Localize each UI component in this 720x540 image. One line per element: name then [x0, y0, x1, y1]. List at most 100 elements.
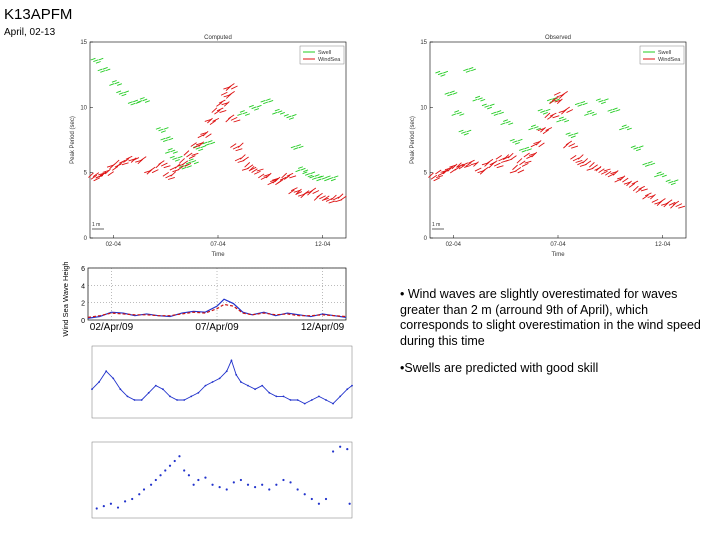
windsea-mark [482, 166, 489, 172]
windsea-mark [512, 164, 518, 171]
swell-mark [195, 147, 201, 150]
windsea-mark [553, 91, 561, 96]
swell-mark [444, 92, 450, 95]
wind-speed-point [235, 373, 238, 376]
y-tick-label: 5 [424, 171, 428, 177]
windsea-mark [561, 90, 568, 96]
windsea-mark [468, 159, 475, 164]
swell-mark [526, 148, 532, 151]
swell-mark [298, 166, 304, 169]
windsea-mark [186, 152, 193, 158]
swell-mark [139, 97, 145, 100]
swell-mark [163, 127, 169, 130]
windsea-mark [521, 162, 529, 167]
swell-mark [466, 129, 472, 133]
swell-mark [665, 179, 671, 182]
windsea-mark [197, 134, 205, 139]
swell-mark [607, 109, 613, 112]
windsea-mark [237, 142, 244, 148]
swell-mark [546, 98, 552, 102]
swell-mark [493, 113, 499, 116]
swell-mark [98, 57, 104, 61]
windsea-mark [209, 120, 217, 125]
swell-mark [568, 133, 574, 137]
swell-mark [186, 161, 192, 165]
swell-mark [114, 81, 120, 85]
swell-mark [630, 145, 636, 148]
windsea-mark [650, 193, 656, 200]
windsea-mark [545, 127, 553, 131]
swell-mark [589, 111, 595, 115]
windsea-mark [428, 172, 434, 178]
swell-mark [458, 129, 464, 133]
windsea-mark [563, 106, 570, 112]
swell-mark [118, 92, 124, 95]
swell-mark [293, 147, 299, 150]
windsea-mark [288, 189, 295, 195]
windsea-mark [566, 109, 574, 113]
swell-mark [333, 175, 339, 179]
wind-speed-point [218, 377, 221, 380]
wind-speed-svg [91, 345, 353, 419]
x-tick-label: 07-04 [210, 242, 226, 248]
swell-period-point [178, 455, 181, 458]
swell-mark [172, 151, 178, 154]
swell-mark [517, 138, 523, 142]
swell-mark [283, 114, 289, 117]
wind-speed-point [310, 399, 313, 401]
windsea-mark [325, 197, 333, 202]
y-tick-label: 0 [81, 318, 85, 325]
swell-period-point [239, 478, 243, 482]
swell-period-point [109, 502, 113, 505]
windsea-mark [544, 112, 551, 119]
windsea-mark [535, 140, 542, 146]
swell-mark [624, 126, 630, 129]
swell-mark [463, 68, 469, 72]
swell-mark [654, 174, 660, 178]
swell-mark [290, 145, 296, 149]
windsea-mark [672, 200, 680, 206]
wind-speed-point [268, 391, 271, 394]
windsea-mark [598, 168, 605, 174]
wind-speed-point [112, 377, 115, 380]
windsea-mark [456, 163, 464, 168]
windsea-mark [107, 171, 114, 176]
swell-mark [673, 179, 679, 182]
swell-mark [514, 142, 520, 145]
wind-speed-point [154, 384, 157, 387]
windsea-mark [219, 110, 227, 113]
windsea-mark [486, 158, 494, 164]
swell-period-point [142, 488, 146, 491]
windsea-mark [530, 143, 538, 148]
windsea-mark [337, 193, 344, 199]
swell-mark [670, 182, 676, 186]
windsea-mark [295, 191, 303, 195]
swell-mark [117, 83, 123, 86]
windsea-mark [454, 166, 461, 171]
windsea-height-chart: Wind Sea Wave Height 0 2 4 6 02/Apr/09 07/Apr/… [58, 262, 350, 338]
swell-period-point [289, 481, 292, 484]
plot-frame [429, 41, 687, 239]
swell-period-point [173, 459, 176, 463]
swell-mark [167, 148, 173, 151]
windsea-mark [575, 160, 583, 163]
wind-speed-point [303, 402, 306, 405]
x-axis-label: Time [211, 252, 225, 258]
swell-mark [295, 144, 301, 147]
windsea-mark [316, 192, 323, 198]
windsea-mark [160, 162, 168, 167]
swell-mark [191, 160, 197, 163]
swell-mark [295, 169, 301, 173]
windsea-mark [228, 114, 235, 120]
swell-mark [603, 98, 609, 101]
swell-mark [452, 92, 458, 95]
swell-mark [508, 122, 514, 126]
swell-mark [288, 117, 294, 120]
windsea-mark [464, 164, 471, 168]
swell-period-point [192, 483, 195, 486]
windsea-mark [640, 188, 648, 192]
windsea-mark [659, 198, 666, 203]
windsea-mark [519, 160, 526, 166]
windsea-mark [612, 170, 619, 176]
swell-mark [286, 115, 292, 119]
